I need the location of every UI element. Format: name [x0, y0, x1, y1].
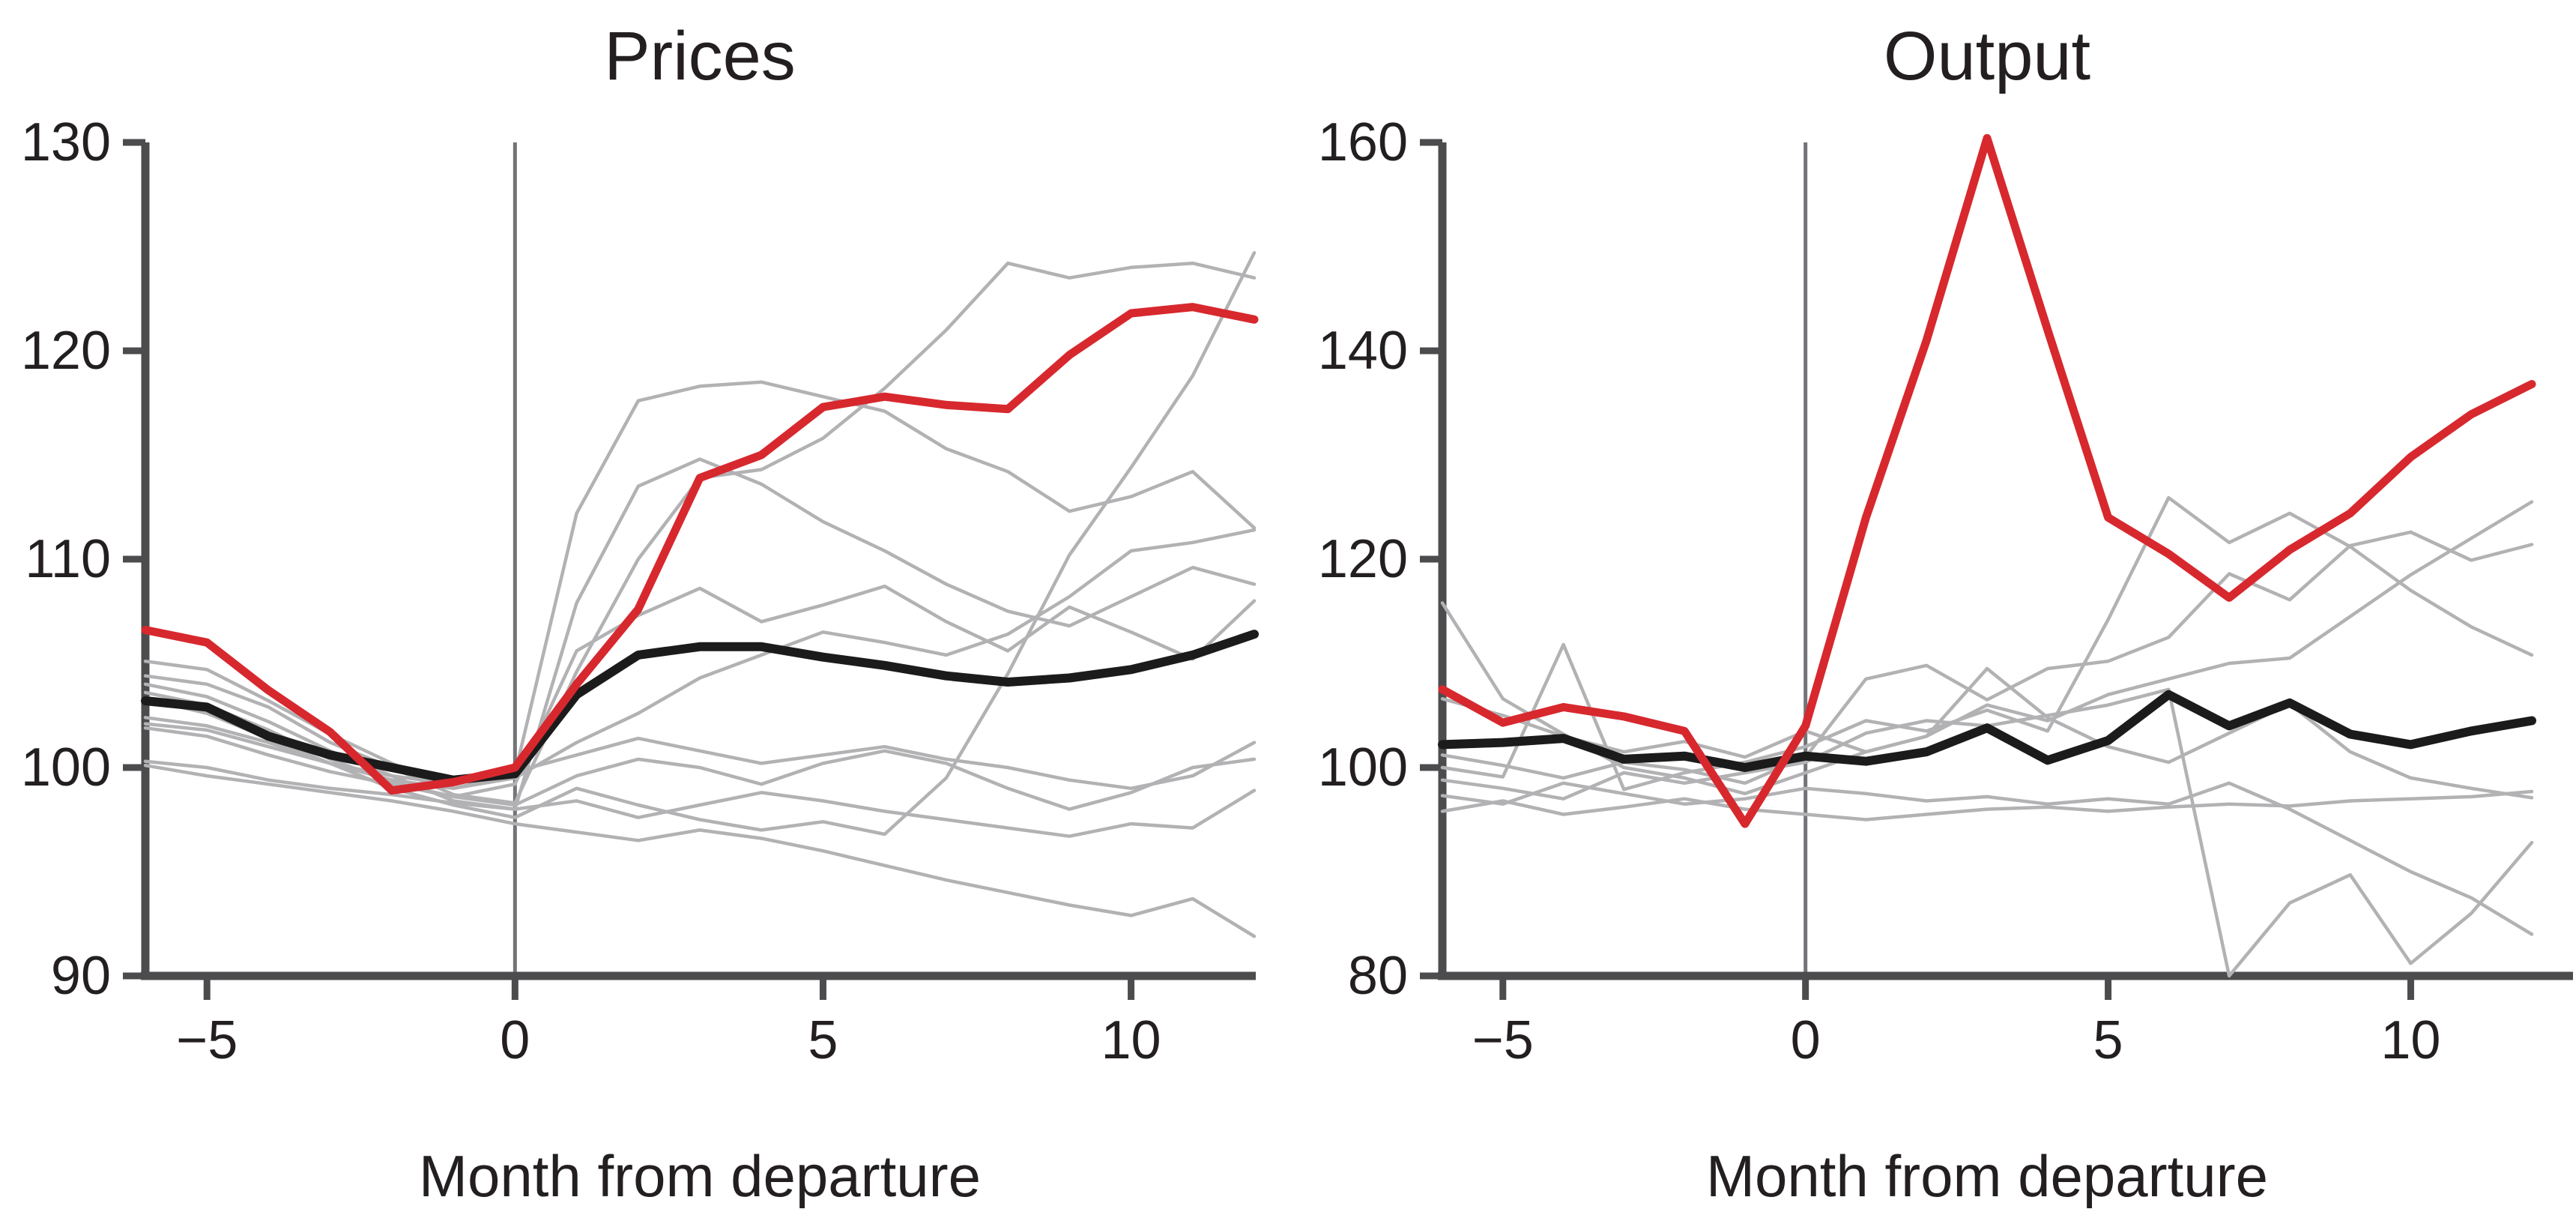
y-tick-label: 110 — [25, 529, 111, 589]
x-tick-label: −5 — [1472, 1010, 1534, 1070]
series-prices-country-07 — [143, 726, 1257, 811]
series-output-country-07 — [1440, 666, 2534, 800]
series-prices-country-10 — [143, 759, 1257, 838]
panel-prices: 90 100 110 120 130 −5 0 5 10 Prices Month from dep… — [21, 18, 1259, 1209]
panel-output: 80 100 120 140 160 −5 0 5 10 Output Month from dep… — [1318, 18, 2573, 1209]
y-tick-label: 130 — [21, 112, 111, 172]
x-tick-label: 10 — [1101, 1010, 1161, 1070]
series-prices-country-09 — [143, 763, 1257, 938]
panel-title-prices: Prices — [604, 18, 796, 94]
panel-title-output: Output — [1884, 18, 2090, 94]
x-tick-label: −5 — [176, 1010, 238, 1070]
x-tick-label: 0 — [500, 1010, 530, 1070]
series-output-country-05 — [1440, 781, 2534, 936]
y-tick-label: 160 — [1318, 112, 1408, 172]
y-tick-label: 90 — [51, 946, 111, 1006]
series-prices-country-08 — [143, 722, 1257, 791]
series-output-average — [1438, 690, 2536, 772]
x-axis-label-output: Month from departure — [1706, 1143, 2268, 1209]
series-output-country-01 — [1440, 500, 2534, 796]
series-prices-average — [141, 630, 1259, 785]
series-prices-departing-country — [141, 303, 1259, 795]
x-tick-label: 10 — [2380, 1010, 2440, 1070]
x-tick-label: 5 — [808, 1010, 838, 1070]
series-output-country-06 — [1440, 789, 2534, 821]
y-tick-label: 140 — [1318, 321, 1408, 381]
y-tick-label: 100 — [21, 738, 111, 798]
y-tick-label: 100 — [1318, 738, 1408, 798]
x-axis-label-prices: Month from departure — [419, 1143, 981, 1209]
y-tick-label: 120 — [21, 321, 111, 381]
y-tick-label: 80 — [1348, 946, 1408, 1006]
x-tick-label: 0 — [1791, 1010, 1821, 1070]
x-tick-label: 5 — [2093, 1010, 2123, 1070]
series-output-departing-country — [1438, 133, 2536, 828]
y-tick-label: 120 — [1318, 529, 1408, 589]
